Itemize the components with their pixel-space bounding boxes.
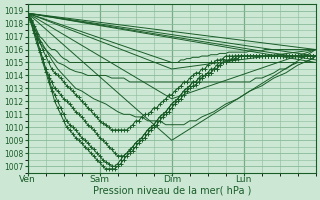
X-axis label: Pression niveau de la mer( hPa ): Pression niveau de la mer( hPa ) (92, 186, 251, 196)
